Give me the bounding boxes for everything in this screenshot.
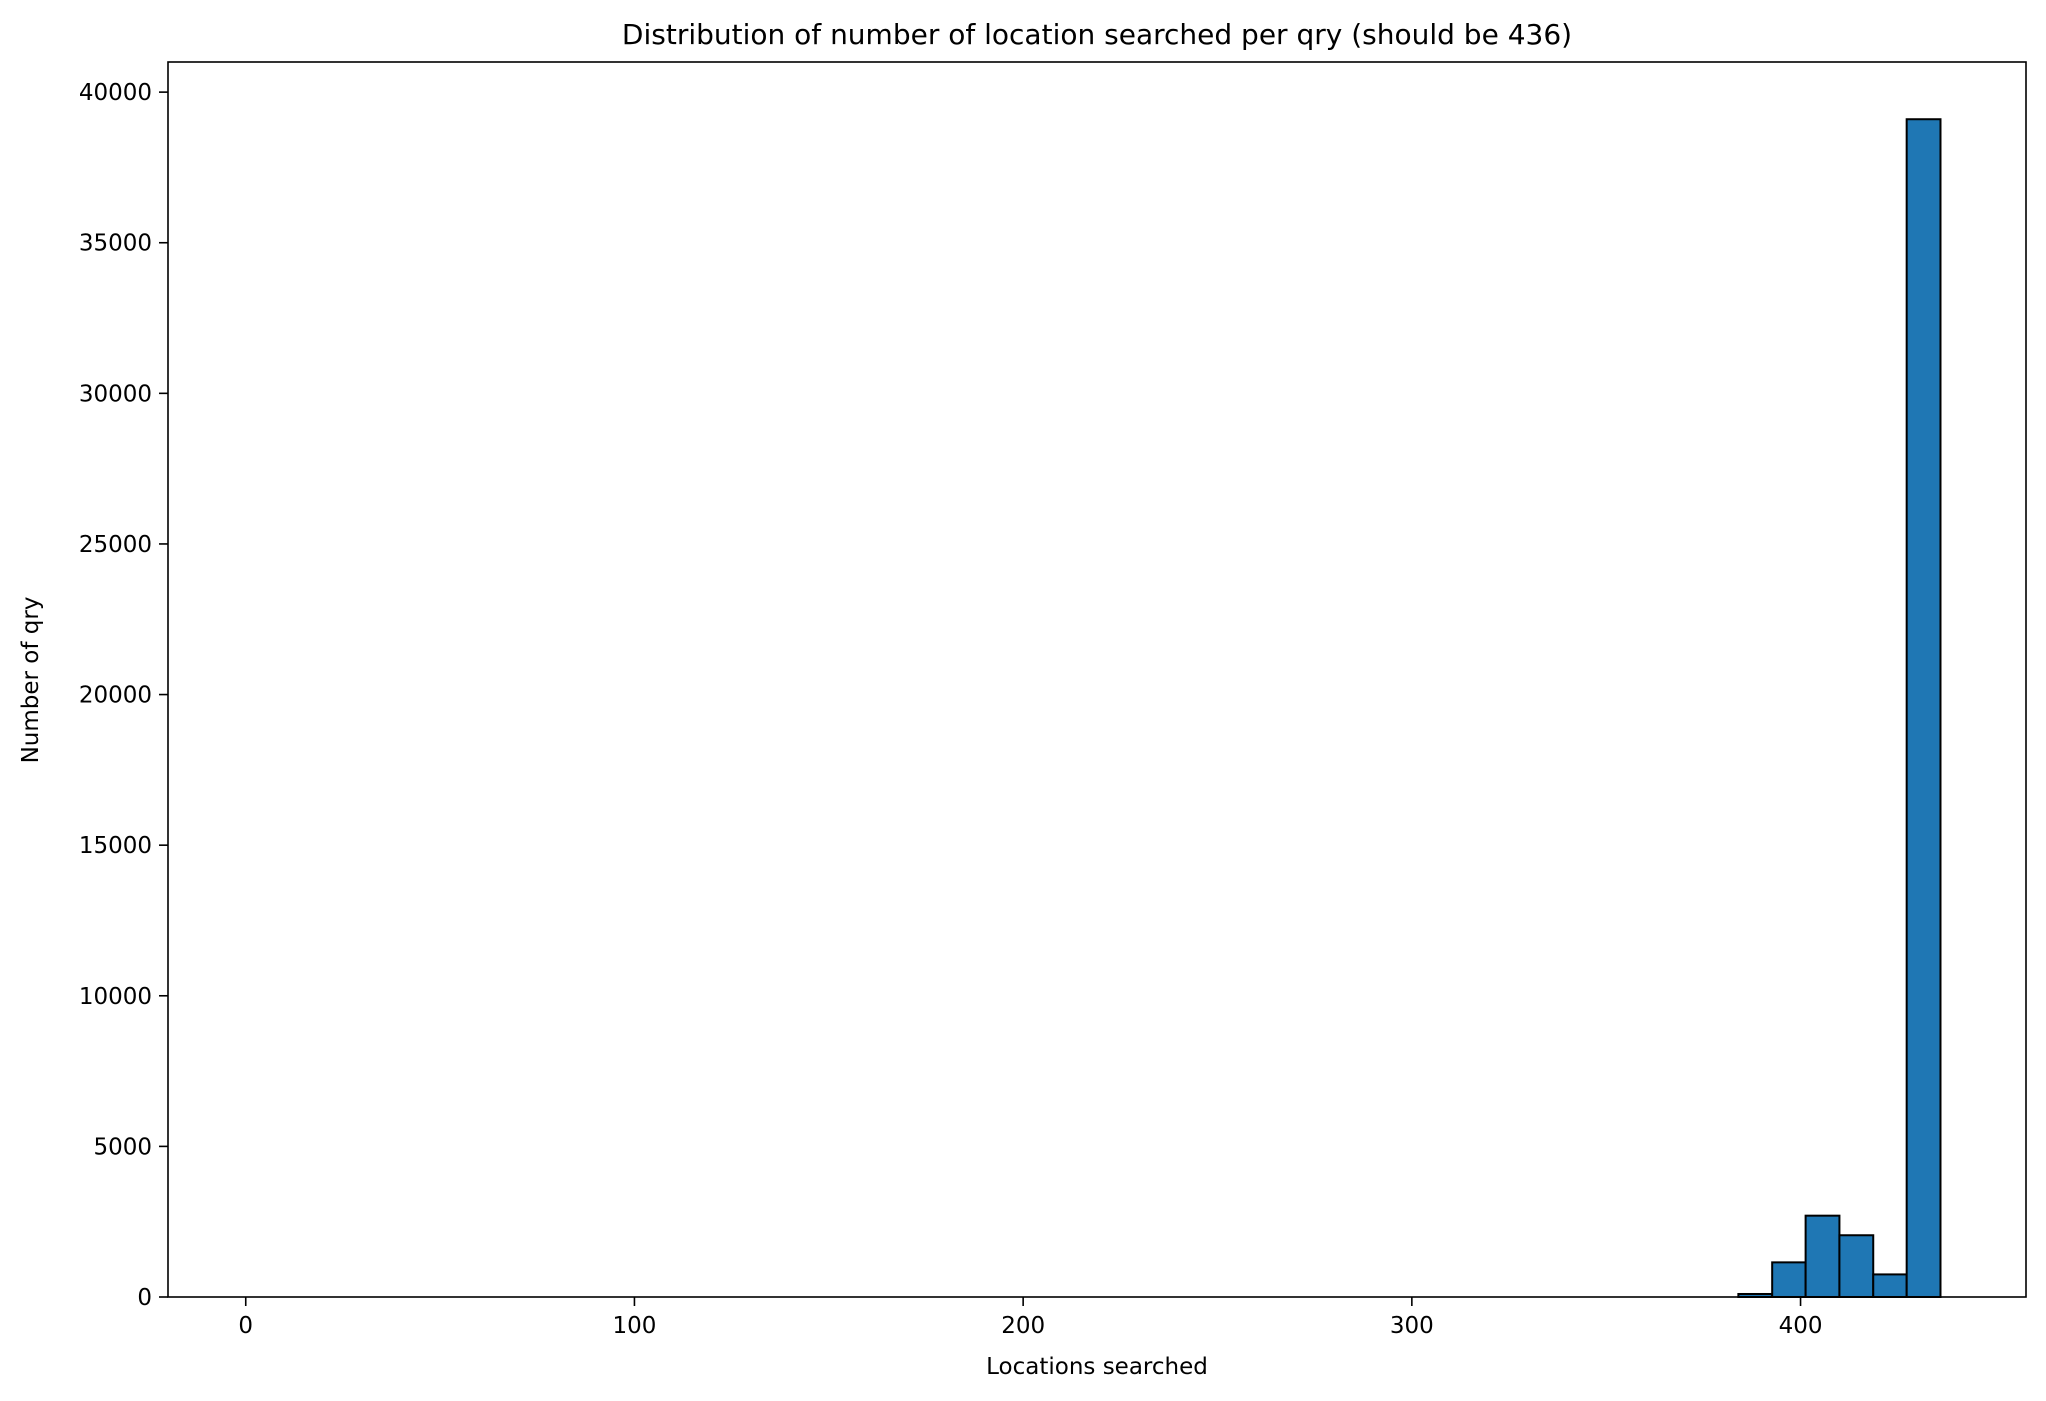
x-tick-label-0: 0 bbox=[238, 1313, 253, 1339]
y-tick-label-4: 20000 bbox=[79, 683, 152, 709]
x-axis-label: Locations searched bbox=[986, 1354, 1208, 1380]
x-tick-label-1: 100 bbox=[612, 1313, 656, 1339]
y-axis-ticks: 0 5000 10000 15000 20000 25000 30000 35000 40000 bbox=[79, 80, 168, 1311]
x-tick-label-2: 200 bbox=[1001, 1313, 1045, 1339]
histogram-bar-1 bbox=[1771, 1261, 1807, 1298]
y-tick-label-6: 30000 bbox=[79, 381, 152, 407]
chart-title: Distribution of number of location searc… bbox=[622, 18, 1572, 51]
plot-area-frame bbox=[167, 61, 2027, 1298]
y-tick-label-5: 25000 bbox=[79, 532, 152, 558]
histogram-bar-2 bbox=[1804, 1214, 1841, 1299]
y-tick-label-3: 15000 bbox=[79, 833, 152, 859]
histogram-bar-5 bbox=[1905, 118, 1942, 1299]
y-tick-label-1: 5000 bbox=[93, 1134, 152, 1160]
y-axis-label: Number of qry bbox=[18, 597, 44, 764]
y-tick-label-7: 35000 bbox=[79, 231, 152, 257]
histogram-bar-3 bbox=[1838, 1234, 1875, 1298]
x-tick-label-4: 400 bbox=[1779, 1313, 1823, 1339]
y-tick-label-8: 40000 bbox=[79, 80, 152, 106]
bars-layer bbox=[1737, 118, 1942, 1299]
y-tick-label-0: 0 bbox=[137, 1285, 152, 1311]
y-tick-label-2: 10000 bbox=[79, 984, 152, 1010]
histogram-bar-4 bbox=[1872, 1273, 1908, 1299]
x-axis-ticks: 0 100 200 300 400 bbox=[238, 1297, 1823, 1339]
x-tick-label-3: 300 bbox=[1390, 1313, 1434, 1339]
